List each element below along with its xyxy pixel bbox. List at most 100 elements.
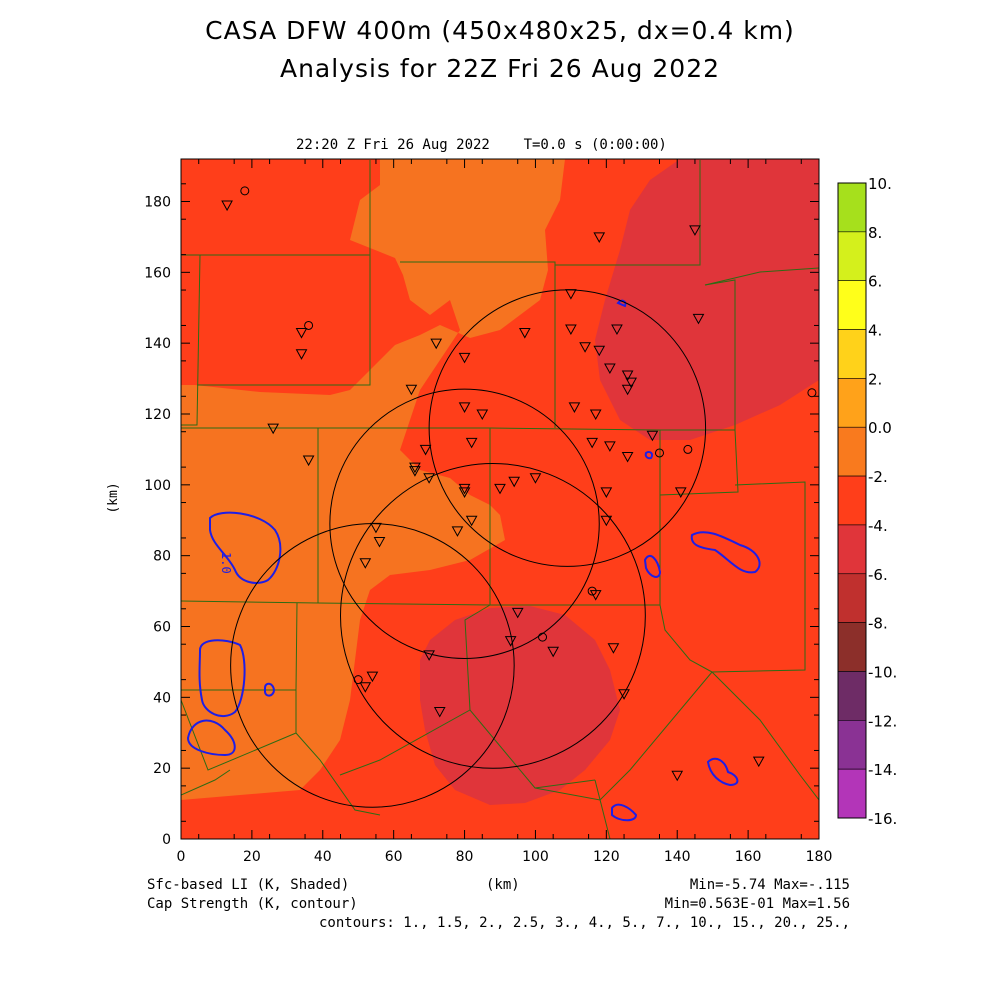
footer-minmax-shaded: Min=-5.74 Max=-.115 <box>689 877 850 893</box>
y-tick-label: 160 <box>144 265 171 281</box>
colorbar-label: -8. <box>868 615 888 633</box>
colorbar-label: 2. <box>868 370 882 388</box>
footer-minmax-contour: Min=0.563E-01 Max=1.56 <box>664 896 850 912</box>
contour-7 <box>706 757 739 787</box>
county-line-l <box>711 481 806 673</box>
colorbar-segment <box>837 182 867 233</box>
y-tick-label: 140 <box>144 336 171 352</box>
county-line-c <box>197 255 371 386</box>
county-line-q <box>295 732 381 816</box>
station-circle <box>683 444 693 454</box>
colorbar-frame <box>837 182 867 819</box>
station-triangle <box>451 526 464 537</box>
station-triangle <box>625 377 637 389</box>
y-tick-label: 20 <box>153 761 171 777</box>
plot-frame <box>180 158 820 840</box>
y-tick-label: 100 <box>144 478 171 494</box>
footer-contour-levels: contours: 1., 1.5, 2., 2.5, 3., 4., 5., … <box>318 915 850 931</box>
radar-ring-2 <box>329 388 600 659</box>
colorbar-label: 0.0 <box>868 419 892 437</box>
colorbar-label: -10. <box>868 663 897 681</box>
county-line-i <box>660 279 736 431</box>
contour-6 <box>643 554 662 578</box>
colorbar-segment <box>837 524 867 575</box>
station-triangle <box>621 452 634 463</box>
y-tick-label: 60 <box>153 620 171 636</box>
station-circle <box>807 388 817 398</box>
contour-5 <box>690 531 761 574</box>
station-triangle <box>607 643 620 654</box>
station-triangle <box>752 756 765 768</box>
colorbar-segment <box>837 378 867 428</box>
county-line-j <box>704 267 819 286</box>
station-triangle <box>405 384 418 396</box>
x-tick-label: 20 <box>243 849 261 865</box>
county-line-h <box>555 160 701 266</box>
station-triangle <box>646 430 659 442</box>
footer-shaded-field: Sfc-based LI (K, Shaded) <box>147 877 350 893</box>
station-triangle <box>529 473 542 484</box>
station-triangle <box>689 225 701 236</box>
plot-subtitle: 22:20 Z Fri 26 Aug 2022 T=0.0 s (0:00:00… <box>296 137 667 153</box>
colorbar-label: -6. <box>868 566 888 584</box>
station-triangle <box>302 455 315 467</box>
station-circle <box>353 675 363 685</box>
station-triangle <box>611 324 623 336</box>
contour-1 <box>209 511 282 584</box>
station-triangle <box>359 682 372 693</box>
x-tick-label: 140 <box>664 849 691 865</box>
station-triangle <box>565 289 577 300</box>
colorbar-segment <box>837 329 867 379</box>
county-line-g <box>400 261 556 428</box>
li-region-orange-northwest <box>181 159 565 800</box>
station-triangle <box>511 607 524 619</box>
cap-strength-contours <box>186 299 761 822</box>
contour-4 <box>264 682 276 697</box>
li-shaded-field <box>181 159 819 839</box>
axis-tick-labels: 0 20 40 60 80 100 120 140 160 180 0 20 40 60 80 100 120 1… <box>144 195 832 866</box>
y-tick-label: 0 <box>162 832 171 848</box>
x-tick-label: 180 <box>806 849 833 865</box>
county-line-w <box>594 779 611 839</box>
colorbar-segment <box>837 671 867 721</box>
station-triangle <box>604 363 616 374</box>
station-triangle <box>579 342 591 353</box>
y-tick-label: 40 <box>153 690 171 706</box>
contour-2 <box>198 639 246 718</box>
station-triangle <box>476 409 489 421</box>
county-line-u <box>534 671 713 801</box>
colorbar-segment <box>837 231 867 281</box>
station-triangle <box>600 487 613 498</box>
station-triangle <box>589 409 602 421</box>
colorbar-segment <box>837 720 867 770</box>
li-region-darkred-south <box>420 606 620 805</box>
station-triangle <box>504 636 517 647</box>
county-line-t <box>181 769 231 796</box>
station-triangle <box>518 328 531 339</box>
colorbar-label: 4. <box>868 322 882 340</box>
station-triangle <box>221 200 233 212</box>
station-triangle <box>267 423 280 435</box>
figure-title-line1: CASA DFW 400m (450x480x25, dx=0.4 km) <box>205 16 795 45</box>
station-triangle <box>621 370 634 382</box>
li-region-darkred-east <box>595 159 819 440</box>
county-line-d <box>181 427 319 604</box>
station-triangle <box>373 537 386 548</box>
station-triangle <box>423 473 435 484</box>
colorbar-label: -12. <box>868 712 897 730</box>
station-triangle <box>458 487 471 498</box>
station-triangle <box>409 462 421 474</box>
colorbar-segment <box>837 426 867 477</box>
station-triangle <box>600 515 613 527</box>
station-triangle <box>508 476 521 488</box>
station-triangle <box>458 402 471 413</box>
colorbar-segment <box>837 622 867 672</box>
county-line-f <box>489 427 661 606</box>
y-tick-label: 80 <box>153 549 171 565</box>
station-triangle <box>547 646 560 658</box>
station-triangle <box>494 483 506 495</box>
county-line-m <box>659 604 713 673</box>
y-tick-label: 180 <box>144 195 171 211</box>
county-line-k <box>659 429 739 496</box>
y-axis-label: (km) <box>106 482 121 513</box>
